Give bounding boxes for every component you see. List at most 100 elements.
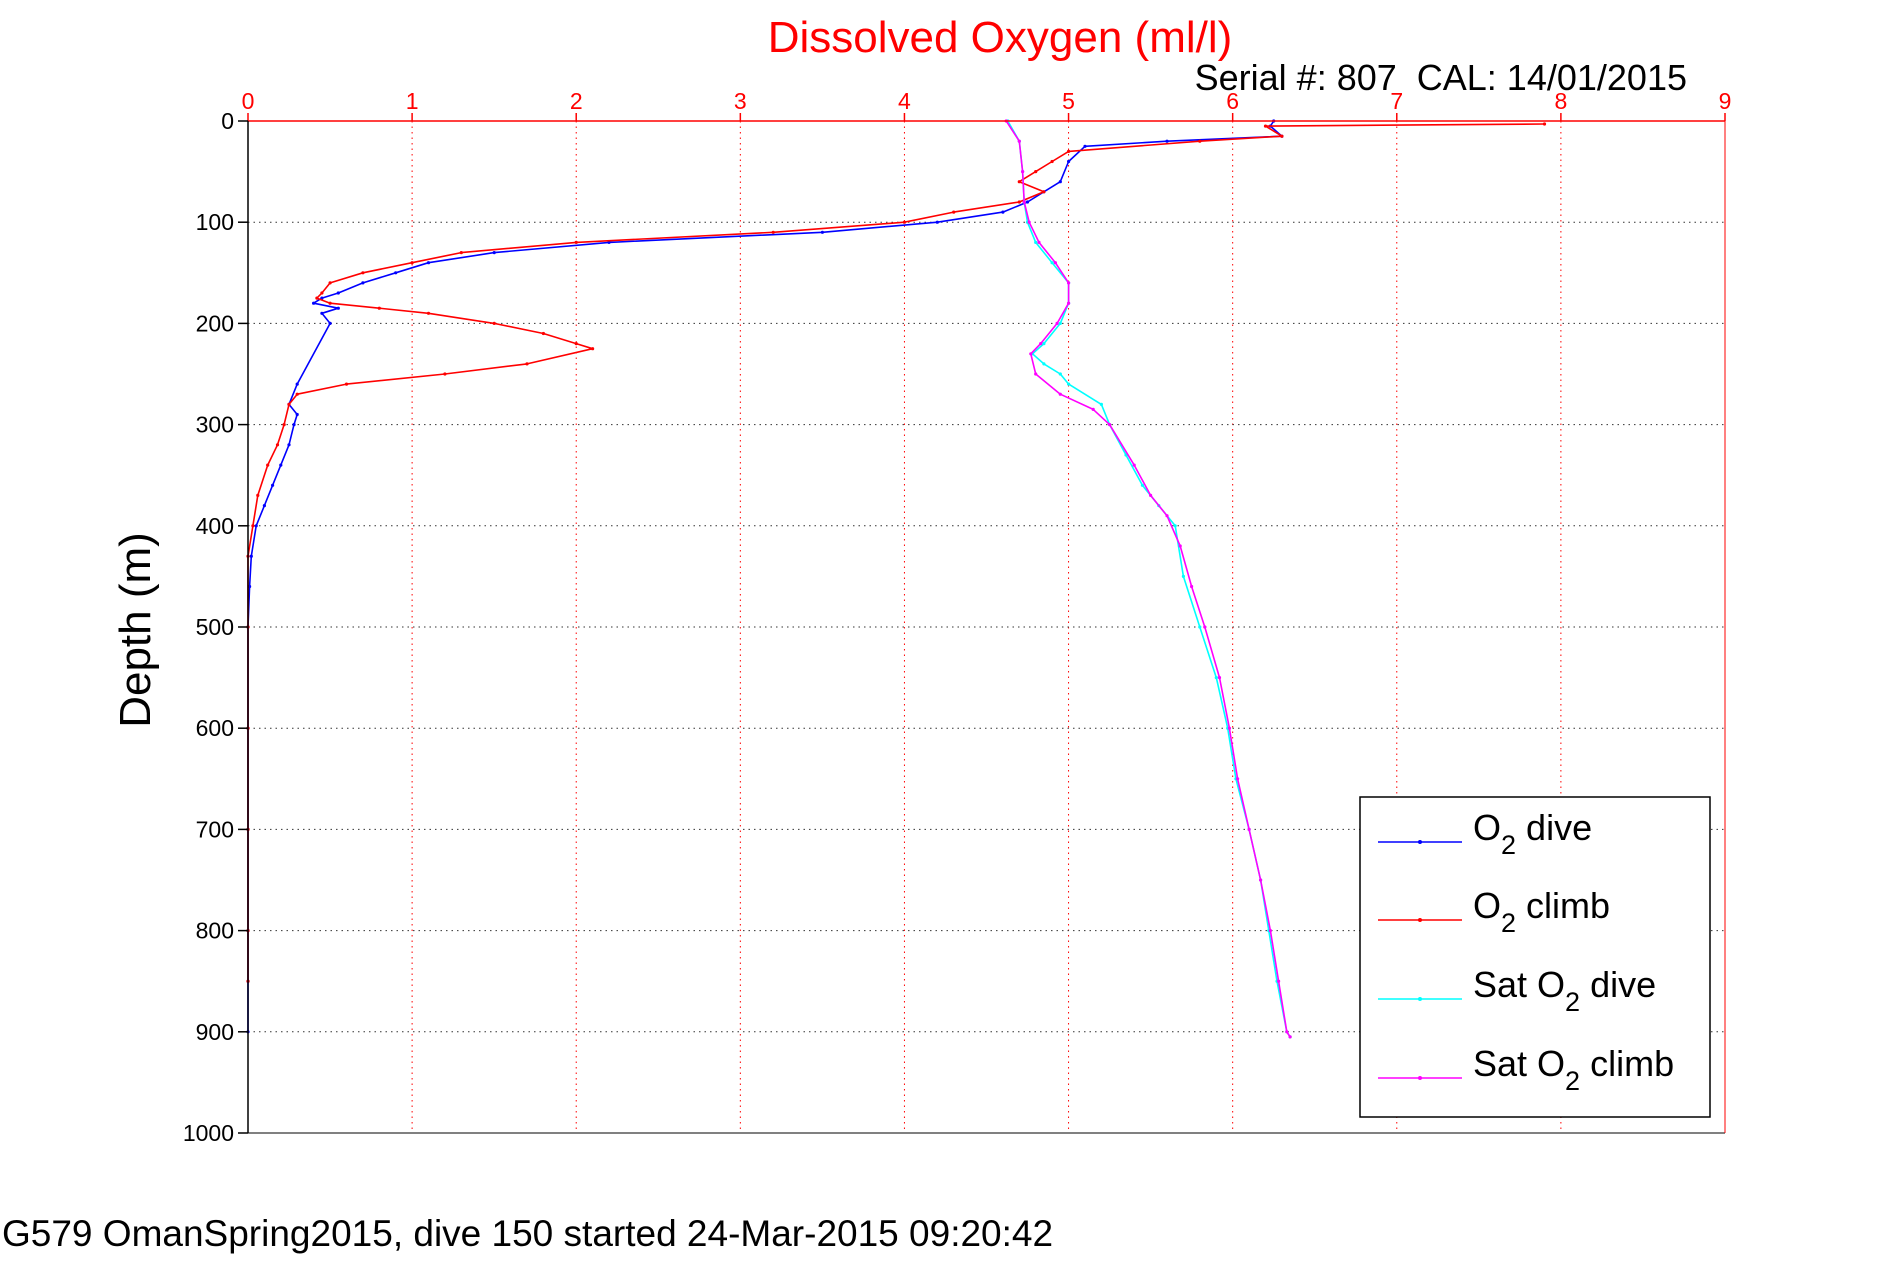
series-point [336,306,340,310]
series-point [902,220,907,224]
series-point [328,281,332,285]
series-point [1178,544,1182,548]
series-point [1067,382,1071,386]
series-point [1058,321,1062,325]
series-point [1053,261,1057,265]
y-tick-label: 600 [196,715,234,741]
series-point [541,331,546,336]
series-point [1542,122,1547,126]
series-point [1001,210,1005,214]
series-point [1181,574,1185,579]
series-layer [246,119,1547,1039]
x-tick-label: 1 [406,88,419,114]
series-point [574,342,578,346]
series-point [249,554,253,558]
x-tick-label: 3 [734,88,747,114]
chart-subtitle: Serial #: 807 CAL: 14/01/2015 [1195,57,1687,98]
series-point [1236,777,1240,781]
series-line-1 [247,120,1283,1032]
legend: O2 dive O2 climb Sat O2 dive Sat O2 climb [1359,796,1711,1118]
series-point [282,423,286,427]
series-point [328,321,332,325]
series-point [1285,1030,1289,1034]
series-point [1108,423,1112,427]
x-tick-label: 5 [1062,88,1075,114]
series-point [262,504,266,508]
series-point [1067,149,1071,153]
series-point [1277,979,1281,983]
series-point [1017,139,1021,143]
series-point [1083,144,1087,148]
series-point [279,463,283,467]
series-point [410,261,414,265]
y-tick-label: 300 [196,412,234,438]
y-tick-label: 1000 [183,1120,234,1146]
series-point [426,311,431,315]
series-point [295,392,299,396]
series-point [1050,261,1054,265]
series-point [820,230,825,234]
legend-label-2: O2 climb [1473,885,1610,938]
series-point [1017,200,1021,204]
series-point [1268,929,1272,933]
series-point [1198,625,1202,629]
legend-marker-2 [1418,918,1422,922]
series-point [1288,1035,1292,1039]
legend-marker-3 [1418,997,1422,1001]
legend-marker-4 [1418,1076,1422,1080]
series-point [574,240,578,244]
series-point [271,483,275,487]
series-point [295,412,299,417]
y-tick-label: 800 [196,918,234,944]
series-point [1042,342,1046,346]
series-point [275,443,280,447]
series-point [1042,190,1046,194]
series-point [1190,584,1194,589]
series-point [377,306,381,310]
x-tick-label: 8 [1554,88,1567,114]
series-point [312,301,316,305]
series-point [1058,372,1062,376]
series-point [492,321,496,325]
grid [248,121,1725,1133]
series-point [1042,362,1046,366]
legend-label-4: Sat O2 climb [1473,1043,1674,1096]
series-point [1149,493,1153,497]
series-point [1067,159,1071,164]
series-point [1027,220,1031,224]
series-point [1165,139,1169,143]
y-tick-label: 100 [196,209,234,235]
series-point [328,301,332,305]
series-point [1039,342,1043,346]
series-point [1227,726,1231,730]
series-point [1099,402,1103,406]
legend-label-3: Sat O2 dive [1473,964,1656,1017]
footer-caption: G579 OmanSpring2015, dive 150 started 24… [2,1213,1053,1254]
series-point [1263,124,1268,128]
y-tick-label: 400 [196,513,234,539]
series-point [1067,281,1071,285]
axes: 0 1 2 3 4 5 6 7 8 9 0 100 200 300 400 500 600 700 800 900 10… [183,88,1732,1146]
series-point [952,210,956,214]
x-tick-label: 0 [242,88,255,114]
legend-marker-1 [1418,840,1422,844]
series-point [361,281,365,285]
series-point [1034,372,1038,376]
legend-box [1359,796,1711,1118]
series-point [1037,240,1041,244]
series-point [292,423,296,427]
series-point [287,443,291,447]
series-point [361,271,365,275]
x-tick-label: 7 [1390,88,1403,114]
series-point [394,271,398,275]
series-point [771,230,775,234]
series-point [287,402,291,406]
series-point [1034,170,1038,174]
series-point [1173,524,1177,528]
series-point [1259,878,1263,882]
series-point [320,311,324,315]
series-point [459,251,463,255]
y-axis-label: Depth (m) [111,532,160,728]
chart-title: Dissolved Oxygen (ml/l) [768,13,1233,62]
